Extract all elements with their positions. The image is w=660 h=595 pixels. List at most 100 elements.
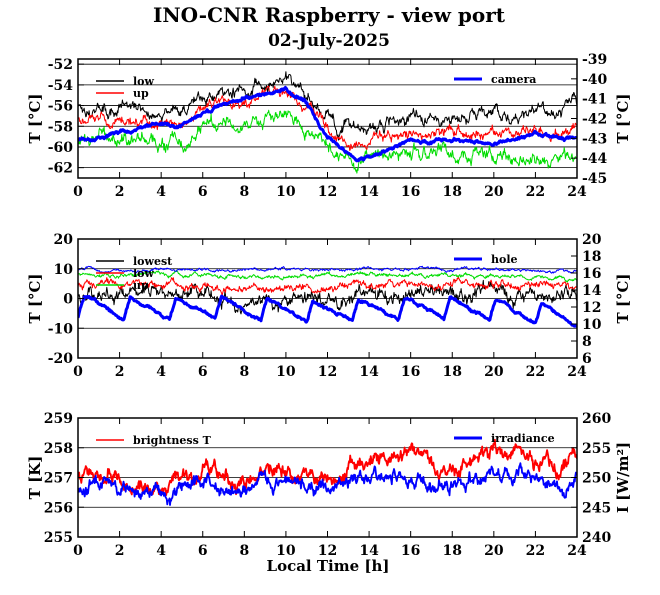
y-tick-label: -52 (48, 57, 73, 73)
legend-label: irradiance (491, 432, 555, 445)
x-tick-label: 14 (359, 543, 379, 559)
y-tick-label: 258 (44, 441, 73, 457)
y-tick-label: 255 (44, 530, 73, 546)
x-tick-label: 12 (318, 184, 337, 200)
x-tick-label: 6 (198, 364, 208, 380)
x-axis-label: Local Time [h] (267, 557, 390, 575)
x-tick-label: 14 (359, 184, 379, 200)
series-line-irradiance (78, 462, 577, 506)
legend-label: hole (491, 253, 518, 266)
y2-tick-label: 8 (582, 334, 592, 350)
chart-panel-2: 0 2 4 6 8 10 12 14 16 18 20 22 24-20-100102068101214… (26, 232, 632, 380)
chart-subtitle: 02-July-2025 (268, 31, 390, 51)
x-tick-label: 22 (526, 543, 545, 559)
y-axis-label: T [°C] (26, 273, 44, 323)
y2-tick-label: 240 (582, 530, 611, 546)
y2-tick-label: 255 (582, 441, 611, 457)
y2-tick-label: -40 (582, 72, 608, 88)
x-tick-label: 4 (156, 184, 166, 200)
series-line-green-3 (78, 109, 577, 174)
series-line-camera (78, 85, 577, 163)
x-tick-label: 0 (73, 543, 83, 559)
y2-tick-label: 245 (582, 500, 611, 516)
y2-axis-label: T [°C] (614, 273, 632, 323)
y-tick-label: 257 (44, 471, 73, 487)
x-tick-label: 8 (239, 184, 249, 200)
y-tick-label: -56 (48, 99, 73, 115)
x-tick-label: 10 (276, 184, 296, 200)
y2-tick-label: 10 (582, 317, 602, 333)
x-tick-label: 18 (443, 364, 462, 380)
y2-axis-label: I [W/m²] (614, 442, 632, 513)
y-tick-label: -62 (48, 161, 73, 177)
y-tick-label: 10 (54, 262, 74, 278)
x-tick-label: 16 (401, 184, 420, 200)
legend-label: lowest (133, 255, 173, 268)
x-tick-label: 18 (443, 543, 462, 559)
x-tick-label: 20 (484, 543, 504, 559)
series-line-brightness-T (78, 438, 577, 497)
x-tick-label: 0 (73, 364, 83, 380)
x-tick-label: 2 (115, 184, 125, 200)
x-tick-label: 8 (239, 543, 249, 559)
series-line-up (78, 269, 577, 283)
y2-tick-label: -39 (582, 52, 607, 68)
x-tick-label: 12 (318, 543, 337, 559)
y-tick-label: -58 (48, 119, 73, 135)
x-tick-label: 24 (567, 184, 587, 200)
legend-label: low (133, 267, 155, 280)
y2-tick-label: -41 (582, 92, 607, 108)
x-tick-label: 20 (484, 364, 504, 380)
series-line-hole (78, 294, 577, 329)
y-tick-label: -20 (48, 351, 74, 367)
x-tick-label: 18 (443, 184, 462, 200)
y-tick-label: 20 (54, 232, 74, 248)
x-tick-label: 20 (484, 184, 504, 200)
x-tick-label: 10 (276, 364, 296, 380)
y2-tick-label: 16 (582, 266, 601, 282)
legend-label: brightness T (133, 434, 212, 447)
x-tick-label: 4 (156, 543, 166, 559)
y2-tick-label: 6 (582, 351, 592, 367)
series-line-up (78, 85, 577, 151)
legend-label: up (133, 279, 149, 292)
series-line-low (78, 71, 577, 141)
chart-panel-3: 0 2 4 6 8 10 12 14 16 18 20 22 242552562572582592402… (26, 411, 632, 559)
y2-tick-label: 250 (582, 471, 611, 487)
y2-tick-label: 260 (582, 411, 611, 427)
x-tick-label: 16 (401, 543, 420, 559)
x-tick-label: 14 (359, 364, 379, 380)
x-tick-label: 22 (526, 364, 545, 380)
y2-tick-label: 18 (582, 249, 601, 265)
y-tick-label: -54 (48, 78, 74, 94)
x-tick-label: 6 (198, 184, 208, 200)
y2-axis-label: T [°C] (614, 93, 632, 143)
legend-label: camera (491, 73, 536, 86)
y-tick-label: 259 (44, 411, 73, 427)
x-tick-label: 22 (526, 184, 545, 200)
x-tick-label: 16 (401, 364, 420, 380)
y-tick-label: -10 (48, 321, 74, 337)
panels: 0 2 4 6 8 10 12 14 16 18 20 22 24-62-60-58-56-54-52-… (26, 52, 632, 559)
y-tick-label: 0 (63, 292, 73, 308)
x-tick-label: 12 (318, 364, 337, 380)
y2-tick-label: -45 (582, 171, 607, 187)
y2-tick-label: 20 (582, 232, 602, 248)
series-line-low (78, 276, 577, 296)
x-tick-label: 2 (115, 364, 125, 380)
y2-tick-label: -43 (582, 131, 607, 147)
y-tick-label: -60 (48, 140, 74, 156)
chart-title: INO-CNR Raspberry - view port (153, 3, 506, 27)
chart-panel-1: 0 2 4 6 8 10 12 14 16 18 20 22 24-62-60-58-56-54-52-… (26, 52, 632, 200)
x-tick-label: 8 (239, 364, 249, 380)
x-tick-label: 0 (73, 184, 83, 200)
y2-tick-label: -44 (582, 151, 608, 167)
y-axis-label: T [K] (26, 456, 44, 500)
x-tick-label: 24 (567, 543, 587, 559)
y2-tick-label: 12 (582, 300, 601, 316)
x-tick-label: 10 (276, 543, 296, 559)
y2-tick-label: -42 (582, 112, 607, 128)
x-tick-label: 2 (115, 543, 125, 559)
x-tick-label: 4 (156, 364, 166, 380)
